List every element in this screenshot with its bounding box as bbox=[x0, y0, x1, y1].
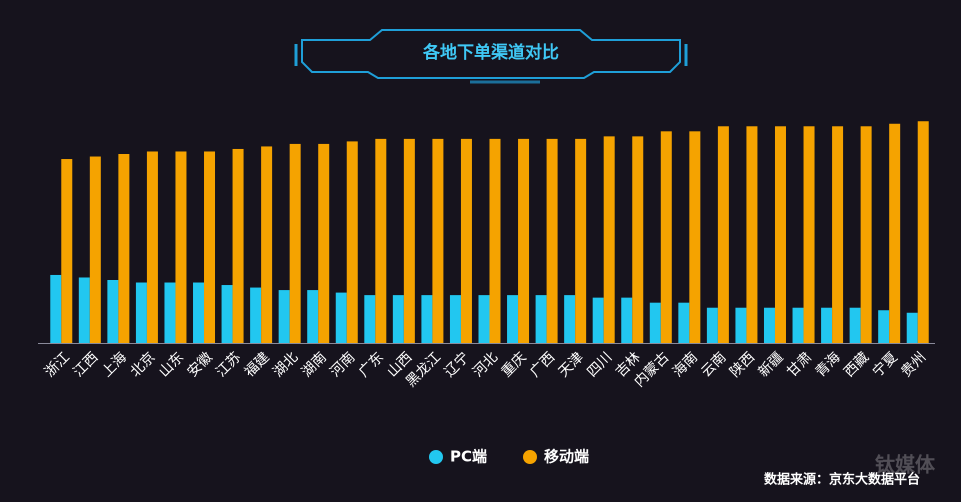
bar bbox=[50, 274, 62, 343]
bar bbox=[706, 307, 718, 343]
bar bbox=[78, 277, 90, 343]
bar bbox=[478, 295, 490, 343]
bar bbox=[746, 126, 758, 343]
bar bbox=[307, 290, 319, 343]
bar bbox=[135, 282, 147, 343]
bar bbox=[821, 307, 833, 343]
bar bbox=[250, 287, 262, 343]
bar bbox=[318, 143, 330, 343]
bar bbox=[689, 131, 701, 343]
bar bbox=[335, 292, 347, 343]
bar bbox=[346, 141, 358, 343]
bar bbox=[832, 126, 844, 343]
source-note: 数据来源：京东大数据平台 bbox=[764, 472, 920, 488]
bar bbox=[763, 307, 775, 343]
bar bbox=[575, 138, 587, 343]
bar bbox=[889, 123, 901, 343]
bar bbox=[432, 138, 444, 343]
bar bbox=[878, 310, 890, 343]
bar bbox=[460, 138, 472, 343]
legend-label: 移动端 bbox=[544, 448, 589, 466]
bar bbox=[774, 126, 786, 343]
bar bbox=[621, 297, 633, 343]
bar bbox=[89, 156, 101, 343]
bar bbox=[507, 295, 519, 343]
bar bbox=[535, 295, 547, 343]
bar bbox=[546, 138, 558, 343]
bar bbox=[603, 136, 615, 343]
bar bbox=[735, 307, 747, 343]
bar bbox=[649, 302, 661, 343]
bar bbox=[803, 126, 815, 343]
bar bbox=[107, 280, 119, 343]
bar bbox=[392, 295, 404, 343]
bar bbox=[678, 302, 690, 343]
bar bbox=[232, 148, 244, 343]
bar bbox=[449, 295, 461, 343]
bar bbox=[375, 138, 387, 343]
bar bbox=[421, 295, 433, 343]
legend-marker bbox=[429, 450, 443, 464]
bar bbox=[364, 295, 376, 343]
bar bbox=[118, 154, 130, 343]
bar bbox=[518, 138, 530, 343]
bar bbox=[61, 159, 73, 343]
bar bbox=[849, 307, 861, 343]
bar bbox=[592, 297, 604, 343]
watermark: 钛媒体 bbox=[875, 453, 936, 477]
bar bbox=[175, 151, 187, 343]
bar bbox=[278, 290, 290, 343]
bar bbox=[403, 138, 415, 343]
bar bbox=[917, 121, 929, 344]
bar bbox=[717, 126, 729, 343]
bar bbox=[221, 285, 233, 343]
legend-marker bbox=[523, 450, 537, 464]
bar bbox=[261, 146, 273, 343]
bar bbox=[289, 143, 301, 343]
bar bbox=[660, 131, 672, 343]
bar bbox=[164, 282, 176, 343]
bar bbox=[564, 295, 576, 343]
bar bbox=[489, 138, 501, 343]
bar bbox=[792, 307, 804, 343]
legend-label: PC端 bbox=[450, 448, 487, 466]
bar bbox=[204, 151, 216, 343]
bar bbox=[906, 312, 918, 343]
chart-title: 各地下单渠道对比 bbox=[422, 42, 559, 63]
bar bbox=[146, 151, 158, 343]
bar bbox=[860, 126, 872, 343]
bar bbox=[632, 136, 644, 343]
bar bbox=[193, 282, 205, 343]
title-frame bbox=[294, 29, 688, 84]
